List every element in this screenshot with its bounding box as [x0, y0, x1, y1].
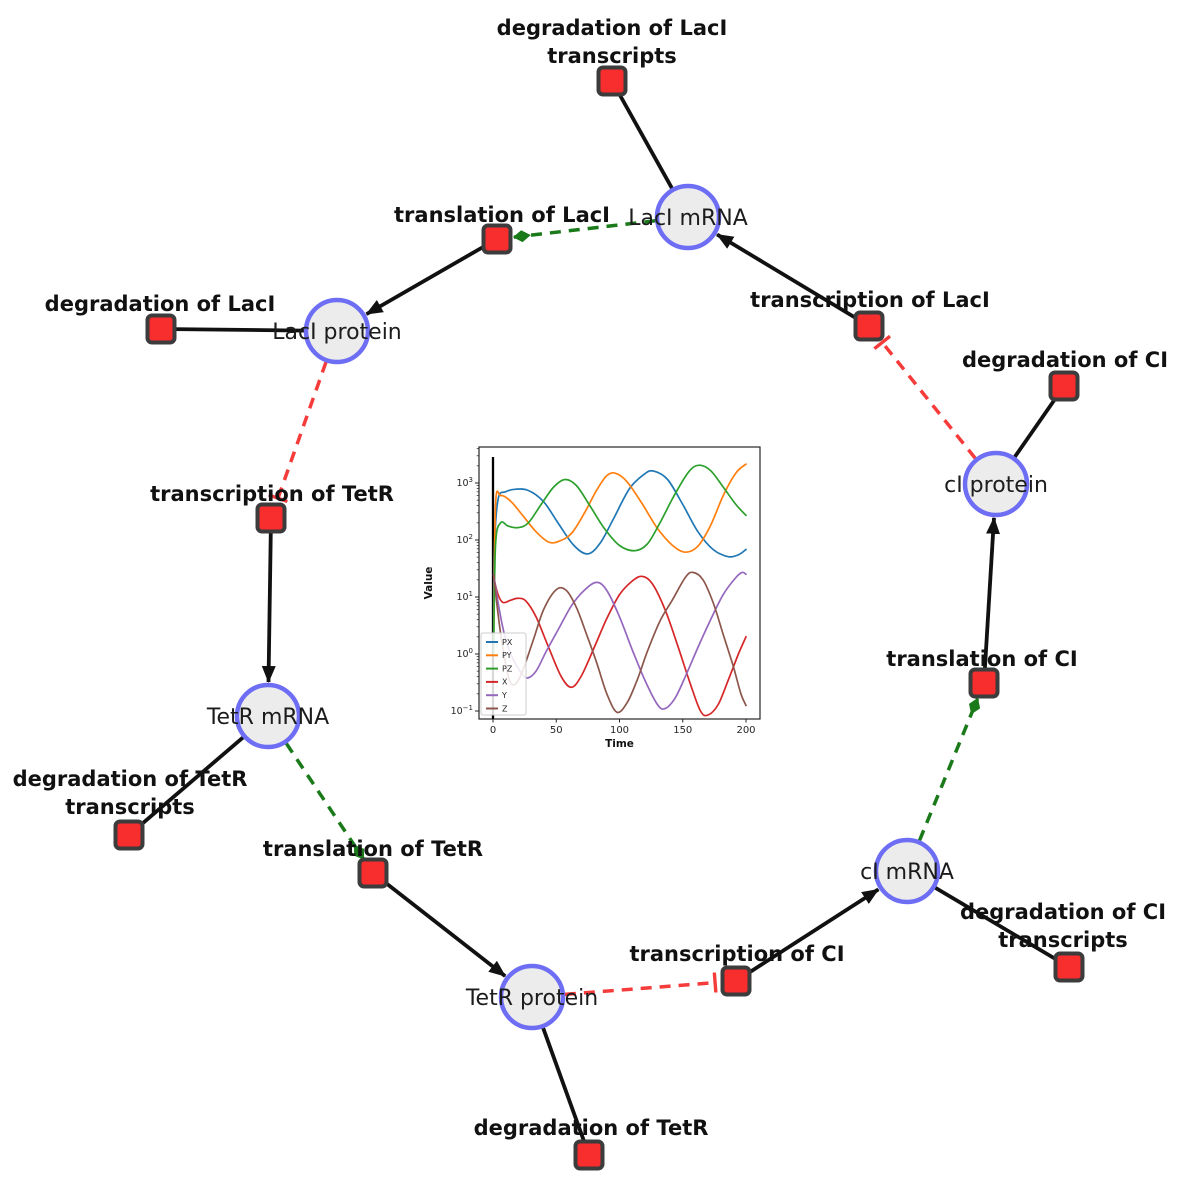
- species-node-ci-mrna[interactable]: [873, 837, 941, 905]
- reaction-node-degradation-of-ci-transcripts[interactable]: [1053, 951, 1085, 983]
- reaction-node-translation-of-ci[interactable]: [968, 667, 1000, 699]
- x-tick-label: 200: [736, 725, 755, 736]
- nodes-layer: [113, 65, 1085, 1171]
- reaction-node-transcription-of-tetr[interactable]: [255, 502, 287, 534]
- chart-series-PX: [492, 469, 747, 645]
- edge-consumption-tetr-protein-to-degradation-of-tetr: [540, 1025, 587, 1145]
- edges-layer: [136, 90, 1060, 1145]
- y-tick-label: 100: [456, 647, 473, 660]
- reaction-node-degradation-of-ci[interactable]: [1048, 370, 1080, 402]
- reaction-node-transcription-of-ci[interactable]: [720, 965, 752, 997]
- reaction-node-degradation-of-laci[interactable]: [145, 313, 177, 345]
- species-label-laci-mrna: LacI mRNA: [628, 206, 748, 231]
- y-tick-label: 102: [456, 533, 473, 546]
- legend-label-Z: Z: [502, 704, 508, 713]
- x-tick-label: 0: [490, 725, 496, 736]
- legend-label-Y: Y: [501, 691, 507, 700]
- species-node-laci-protein[interactable]: [303, 297, 371, 365]
- reaction-node-translation-of-tetr[interactable]: [357, 857, 389, 889]
- legend-label-X: X: [502, 678, 508, 687]
- edge-production-transcription-of-ci-to-ci-mrna: [745, 887, 880, 976]
- reaction-label-translation-of-ci: translation of CI: [886, 647, 1077, 671]
- reaction-label-translation-of-laci: translation of LacI: [394, 203, 610, 227]
- chart-series-PZ: [492, 464, 747, 655]
- timeseries-inset-chart: 0 50 100 150 20010−1100101102103TimeValuePXP…: [423, 446, 761, 750]
- edge-consumption-ci-mrna-to-degradation-of-ci-transcripts: [932, 885, 1060, 963]
- edge-production-translation-of-ci-to-ci-protein: [982, 516, 1001, 671]
- species-node-tetr-protein[interactable]: [498, 963, 566, 1031]
- legend-label-PX: PX: [502, 638, 513, 647]
- chart-series-PY: [492, 463, 747, 651]
- edge-production-transcription-of-tetr-to-tetr-mrna: [261, 530, 276, 683]
- reaction-node-degradation-of-laci-transcripts[interactable]: [596, 65, 628, 97]
- edge-consumption-tetr-mrna-to-degradation-of-tetr-transcripts: [136, 734, 246, 829]
- y-tick-label: 103: [456, 476, 473, 489]
- legend-label-PY: PY: [502, 651, 512, 660]
- reaction-label-translation-of-tetr: translation of TetR: [263, 837, 483, 861]
- y-axis-label: Value: [423, 567, 435, 600]
- species-label-ci-mrna: cI mRNA: [860, 860, 954, 885]
- y-tick-label: 101: [456, 590, 473, 603]
- chart-series-X: [492, 575, 747, 717]
- species-label-tetr-protein: TetR protein: [465, 986, 598, 1011]
- edge-production-translation-of-tetr-to-tetr-protein: [382, 879, 507, 978]
- reaction-label-transcription-of-ci: transcription of CI: [629, 942, 844, 966]
- reaction-node-degradation-of-tetr-transcripts[interactable]: [113, 819, 145, 851]
- chart-legend: PX PY PZ XYZ: [480, 632, 527, 716]
- reaction-label-transcription-of-laci: transcription of LacI: [750, 288, 990, 312]
- edge-inhibition-laci-protein-to-transcription-of-tetr: [278, 361, 328, 498]
- reaction-label-degradation-of-tetr-transcripts-line2: transcripts: [65, 795, 195, 819]
- reaction-label-degradation-of-ci: degradation of CI: [962, 348, 1168, 372]
- reaction-node-translation-of-laci[interactable]: [481, 223, 513, 255]
- reaction-label-degradation-of-tetr: degradation of TetR: [474, 1116, 709, 1140]
- x-tick-label: 150: [673, 725, 692, 736]
- reaction-label-degradation-of-ci-transcripts-line1: degradation of CI: [960, 900, 1166, 924]
- reaction-label-degradation-of-tetr-transcripts-line1: degradation of TetR: [13, 767, 248, 791]
- reaction-label-degradation-of-laci-transcripts-line2: transcripts: [547, 44, 677, 68]
- species-node-laci-mrna[interactable]: [654, 183, 722, 251]
- edge-modifier-tetr-mrna-to-translation-of-tetr: [284, 742, 365, 860]
- labels-layer: degradation of LacI transcripts translatio…: [13, 16, 1168, 1140]
- edge-consumption-laci-protein-to-degradation-of-laci: [172, 327, 307, 333]
- reaction-label-degradation-of-ci-transcripts-line2: transcripts: [998, 928, 1128, 952]
- reaction-label-transcription-of-tetr: transcription of TetR: [150, 482, 394, 506]
- species-node-tetr-mrna[interactable]: [234, 682, 302, 750]
- edge-production-translation-of-laci-to-laci-protein: [365, 243, 487, 316]
- reaction-node-transcription-of-laci[interactable]: [853, 310, 885, 342]
- y-tick-label: 10−1: [451, 704, 473, 717]
- species-label-laci-protein: LacI protein: [272, 320, 402, 345]
- x-tick-label: 100: [610, 725, 629, 736]
- legend-label-PZ: PZ: [502, 664, 513, 673]
- edge-inhibition-ci-protein-to-transcription-of-laci: [882, 342, 977, 460]
- edge-consumption-ci-protein-to-degradation-of-ci: [1012, 394, 1059, 460]
- reaction-label-degradation-of-laci: degradation of LacI: [45, 292, 276, 316]
- species-label-tetr-mrna: TetR mRNA: [206, 705, 329, 730]
- reaction-label-degradation-of-laci-transcripts-line1: degradation of LacI: [497, 16, 728, 40]
- reaction-node-degradation-of-tetr[interactable]: [573, 1139, 605, 1171]
- species-label-ci-protein: cI protein: [944, 473, 1048, 498]
- edge-modifier-laci-mrna-to-translation-of-laci: [512, 219, 656, 243]
- edge-inhibition-tetr-protein-to-transcription-of-ci: [564, 983, 715, 997]
- x-axis-label: Time: [605, 738, 634, 750]
- edge-consumption-laci-mrna-to-degradation-of-laci-transcripts: [616, 90, 675, 191]
- edge-production-transcription-of-laci-to-laci-mrna: [716, 232, 859, 321]
- species-node-ci-protein[interactable]: [962, 450, 1030, 518]
- x-tick-label: 50: [550, 725, 563, 736]
- chart-series-layer: [491, 457, 747, 719]
- edge-modifier-ci-mrna-to-translation-of-ci: [917, 697, 981, 842]
